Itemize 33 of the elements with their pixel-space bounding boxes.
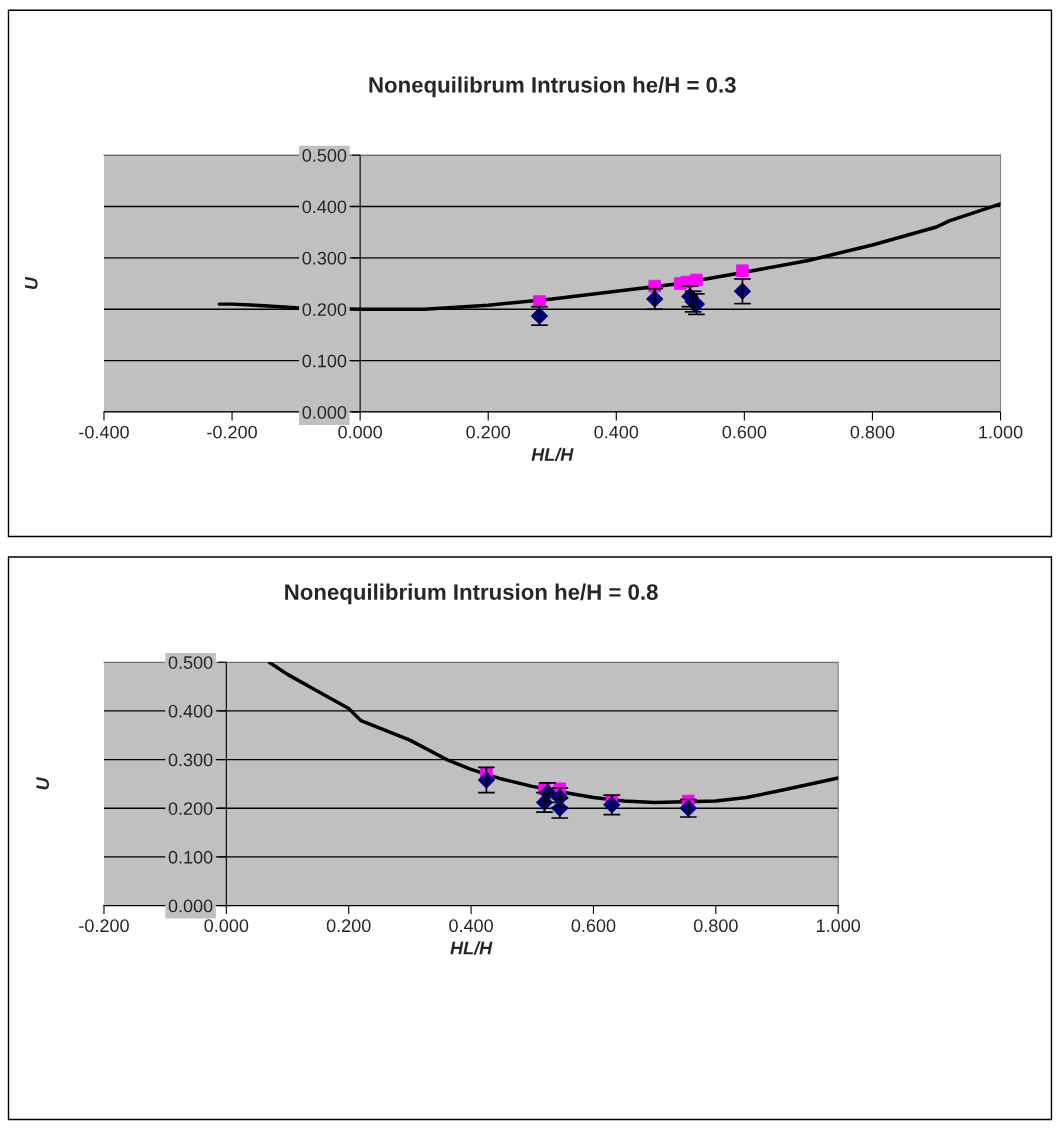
y-tick-label: 0.400 — [168, 704, 213, 718]
chart-title: Nonequilibrium Intrusion he/H = 0.8 — [285, 583, 658, 605]
y-tick-label: 0.200 — [302, 303, 347, 316]
x-tick-label: 0.200 — [326, 919, 371, 933]
y-tick-label: 0.200 — [168, 802, 213, 815]
x-axis-title: HL/H — [450, 941, 493, 955]
x-tick-label: 1.000 — [816, 919, 861, 933]
x-tick-label: -0.200 — [207, 425, 257, 439]
y-tick-label: 0.300 — [168, 753, 213, 767]
y-tick-label: 0.300 — [302, 251, 347, 265]
x-tick-label: 0.200 — [466, 425, 511, 439]
x-tick-label: 0.800 — [850, 425, 895, 439]
x-tick-label: 0.600 — [571, 919, 616, 933]
y-tick-label: 0.500 — [168, 656, 213, 669]
chart-title: Nonequilibrum Intrusion he/H = 0.3 — [369, 76, 736, 98]
x-tick-label: 0.000 — [338, 425, 383, 439]
x-axis-title: HL/H — [531, 447, 574, 462]
x-tick-label: 1.000 — [979, 425, 1023, 439]
y-tick-label: 0.000 — [168, 899, 213, 913]
y-tick-label: 0.100 — [168, 850, 213, 864]
x-tick-label: 0.400 — [449, 919, 493, 933]
x-tick-label: 0.800 — [693, 919, 738, 933]
x-tick-label: -0.400 — [79, 425, 129, 439]
y-axis-title: U — [25, 276, 38, 290]
y-tick-label: 0.500 — [302, 149, 347, 162]
x-tick-label: -0.200 — [79, 919, 129, 933]
y-tick-label: 0.000 — [302, 405, 347, 419]
y-tick-label: 0.400 — [302, 200, 347, 214]
y-axis-title: U — [36, 777, 50, 790]
x-tick-label: 0.400 — [594, 425, 639, 439]
x-tick-label: 0.000 — [204, 919, 249, 933]
y-tick-label: 0.100 — [302, 354, 347, 368]
x-tick-label: 0.600 — [722, 425, 767, 439]
